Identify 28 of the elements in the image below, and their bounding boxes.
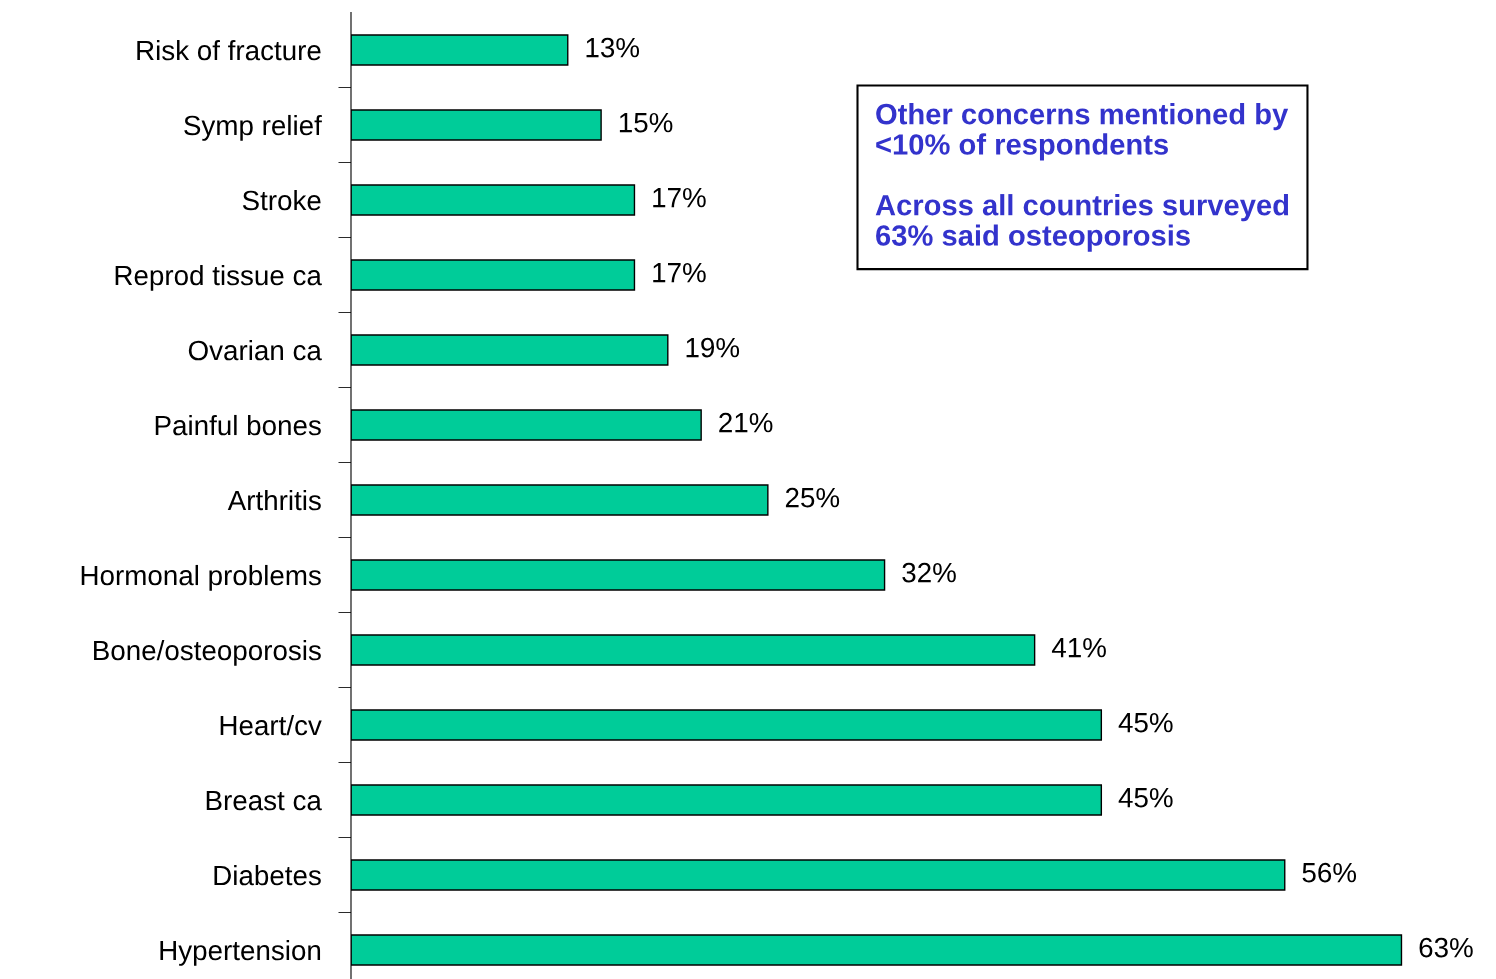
y-tick-label: Reprod tissue ca [115, 264, 322, 291]
data-label: 25% [785, 487, 840, 508]
data-label: 19% [686, 337, 740, 358]
y-tick-label: Breast ca [206, 790, 322, 811]
y-tick-label: Arthritis [227, 489, 321, 511]
data-label: 13% [586, 37, 640, 58]
y-tick-label: Ovarian ca [188, 339, 322, 361]
annotation: Other concerns mentioned by <10% of respondents [876, 103, 1289, 161]
y-tick-label: Hypertension [160, 939, 321, 966]
y-tick-label: Painful bones [155, 414, 321, 436]
y-tick-label: Bone/osteoporosis [94, 639, 321, 666]
data-label: 21% [719, 412, 773, 433]
y-tick-label: Hormonal problems [81, 564, 321, 591]
data-label: 45% [1118, 712, 1173, 733]
data-label: 63% [1419, 937, 1473, 958]
data-label: 15% [619, 112, 673, 133]
data-label: 17% [653, 262, 706, 283]
y-tick-label: Risk of fracture [137, 39, 321, 61]
y-tick-label: Diabetes [214, 864, 321, 886]
y-tick-label: Stroke [242, 189, 321, 211]
annotation: Across all countries surveyed 63% said osteoporosis [875, 194, 1289, 252]
data-label: 45% [1118, 787, 1173, 808]
data-label: 41% [1051, 637, 1106, 658]
y-tick-label: Heart/cv [220, 714, 322, 736]
data-label: 56% [1302, 862, 1357, 883]
data-label: 32% [902, 562, 956, 583]
y-tick-label: Symp relief [184, 114, 322, 141]
data-label: 17% [653, 187, 706, 208]
